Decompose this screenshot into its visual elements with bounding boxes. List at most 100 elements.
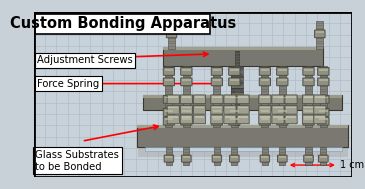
FancyBboxPatch shape bbox=[167, 115, 179, 124]
Bar bbox=[169, 96, 178, 98]
FancyBboxPatch shape bbox=[259, 115, 271, 124]
Bar bbox=[165, 66, 172, 127]
FancyBboxPatch shape bbox=[259, 117, 270, 125]
Bar bbox=[304, 110, 313, 112]
Bar bbox=[261, 119, 269, 120]
Bar bbox=[225, 96, 235, 98]
Bar bbox=[231, 81, 243, 84]
Bar bbox=[163, 47, 323, 50]
FancyBboxPatch shape bbox=[314, 95, 326, 104]
FancyBboxPatch shape bbox=[319, 155, 328, 162]
Bar bbox=[165, 156, 172, 158]
FancyBboxPatch shape bbox=[224, 105, 236, 114]
FancyBboxPatch shape bbox=[303, 95, 314, 103]
Bar bbox=[230, 79, 239, 81]
Bar bbox=[212, 119, 221, 120]
Bar bbox=[304, 119, 313, 120]
FancyBboxPatch shape bbox=[228, 108, 240, 116]
Bar bbox=[163, 47, 323, 66]
Bar bbox=[231, 88, 243, 91]
FancyBboxPatch shape bbox=[318, 78, 329, 86]
Bar bbox=[319, 119, 328, 120]
Bar bbox=[273, 107, 283, 108]
Bar bbox=[165, 79, 173, 81]
FancyBboxPatch shape bbox=[314, 105, 326, 114]
Bar bbox=[212, 69, 221, 70]
FancyBboxPatch shape bbox=[302, 95, 315, 104]
FancyBboxPatch shape bbox=[302, 115, 315, 124]
Bar bbox=[238, 107, 248, 108]
FancyBboxPatch shape bbox=[259, 67, 270, 75]
Bar bbox=[260, 116, 270, 118]
Bar bbox=[238, 116, 248, 118]
Bar bbox=[305, 66, 312, 127]
Bar bbox=[181, 96, 191, 98]
Bar bbox=[319, 79, 328, 81]
Bar bbox=[278, 69, 287, 70]
Bar bbox=[168, 21, 175, 49]
Bar bbox=[182, 79, 191, 81]
Bar bbox=[319, 69, 328, 70]
Bar bbox=[319, 110, 328, 112]
FancyBboxPatch shape bbox=[193, 115, 205, 124]
FancyBboxPatch shape bbox=[318, 108, 329, 116]
Bar bbox=[304, 107, 313, 108]
Bar bbox=[145, 147, 342, 151]
Bar bbox=[304, 69, 313, 70]
FancyBboxPatch shape bbox=[212, 155, 222, 162]
Bar bbox=[214, 147, 220, 165]
FancyBboxPatch shape bbox=[272, 105, 284, 114]
Bar bbox=[166, 147, 172, 165]
FancyBboxPatch shape bbox=[314, 115, 326, 124]
Text: Adjustment Screws: Adjustment Screws bbox=[37, 55, 133, 65]
Bar bbox=[168, 31, 176, 33]
FancyBboxPatch shape bbox=[304, 155, 313, 162]
Bar bbox=[304, 96, 313, 98]
FancyBboxPatch shape bbox=[259, 95, 270, 103]
FancyBboxPatch shape bbox=[181, 67, 192, 75]
FancyBboxPatch shape bbox=[303, 78, 314, 86]
FancyBboxPatch shape bbox=[318, 117, 329, 125]
Bar bbox=[261, 66, 268, 127]
Bar bbox=[231, 77, 243, 81]
Bar bbox=[212, 116, 222, 118]
Bar bbox=[261, 156, 268, 158]
Bar bbox=[273, 96, 283, 98]
Text: Force Spring: Force Spring bbox=[37, 79, 99, 89]
Bar bbox=[278, 79, 287, 81]
Bar bbox=[212, 107, 222, 108]
Bar bbox=[231, 66, 238, 127]
FancyBboxPatch shape bbox=[228, 67, 240, 75]
FancyBboxPatch shape bbox=[163, 95, 174, 103]
FancyBboxPatch shape bbox=[277, 78, 288, 86]
FancyBboxPatch shape bbox=[230, 155, 239, 162]
Bar bbox=[231, 66, 243, 69]
FancyBboxPatch shape bbox=[193, 105, 205, 114]
FancyBboxPatch shape bbox=[181, 155, 191, 162]
Bar bbox=[182, 110, 191, 112]
Bar bbox=[212, 110, 221, 112]
Bar bbox=[286, 116, 296, 118]
FancyBboxPatch shape bbox=[237, 95, 249, 104]
FancyBboxPatch shape bbox=[228, 95, 240, 103]
Bar bbox=[182, 119, 191, 120]
FancyBboxPatch shape bbox=[211, 95, 223, 104]
Bar bbox=[231, 156, 238, 158]
FancyBboxPatch shape bbox=[237, 105, 249, 114]
Bar bbox=[138, 141, 348, 157]
FancyBboxPatch shape bbox=[277, 95, 288, 103]
FancyBboxPatch shape bbox=[259, 108, 270, 116]
FancyBboxPatch shape bbox=[315, 30, 325, 38]
FancyBboxPatch shape bbox=[211, 115, 223, 124]
Bar bbox=[214, 156, 220, 158]
FancyBboxPatch shape bbox=[163, 78, 174, 86]
Bar bbox=[231, 92, 243, 95]
FancyBboxPatch shape bbox=[211, 108, 223, 116]
FancyBboxPatch shape bbox=[166, 30, 177, 38]
FancyBboxPatch shape bbox=[285, 95, 297, 104]
Bar bbox=[181, 107, 191, 108]
Bar bbox=[286, 96, 296, 98]
Bar bbox=[212, 79, 221, 81]
Bar bbox=[212, 97, 221, 98]
FancyBboxPatch shape bbox=[211, 67, 223, 75]
